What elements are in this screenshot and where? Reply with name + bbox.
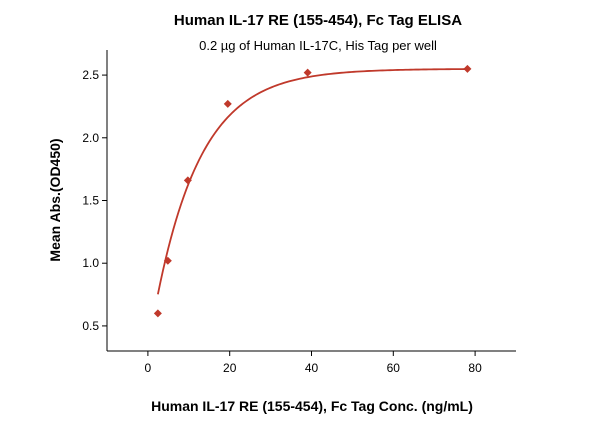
- x-tick-label: 60: [387, 361, 401, 375]
- fit-curve: [156, 68, 468, 295]
- data-point: [303, 68, 312, 77]
- y-tick-label: 2.5: [82, 68, 99, 82]
- data-point: [223, 99, 232, 108]
- y-axis-label: Mean Abs.(OD450): [47, 138, 63, 261]
- x-axis-label: Human IL-17 RE (155-454), Fc Tag Conc. (…: [151, 398, 473, 414]
- x-tick-label: 20: [223, 361, 237, 375]
- y-tick-label: 0.5: [82, 319, 99, 333]
- data-point: [183, 176, 192, 185]
- x-axis-ticks: 0 20 40 60 80: [145, 351, 482, 375]
- data-points: [153, 64, 472, 318]
- data-point: [153, 309, 162, 318]
- x-tick-label: 0: [145, 361, 152, 375]
- data-point: [163, 256, 172, 265]
- y-tick-label: 1.0: [82, 256, 99, 270]
- data-point: [463, 64, 472, 73]
- x-tick-label: 40: [305, 361, 319, 375]
- y-tick-label: 1.5: [82, 194, 99, 208]
- y-axis-ticks: 0.5 1.0 1.5 2.0 2.5: [82, 68, 107, 333]
- chart-title: Human IL-17 RE (155-454), Fc Tag ELISA: [174, 12, 462, 29]
- chart-subtitle: 0.2 µg of Human IL-17C, His Tag per well: [199, 38, 437, 53]
- y-tick-label: 2.0: [82, 131, 99, 145]
- x-tick-label: 80: [468, 361, 482, 375]
